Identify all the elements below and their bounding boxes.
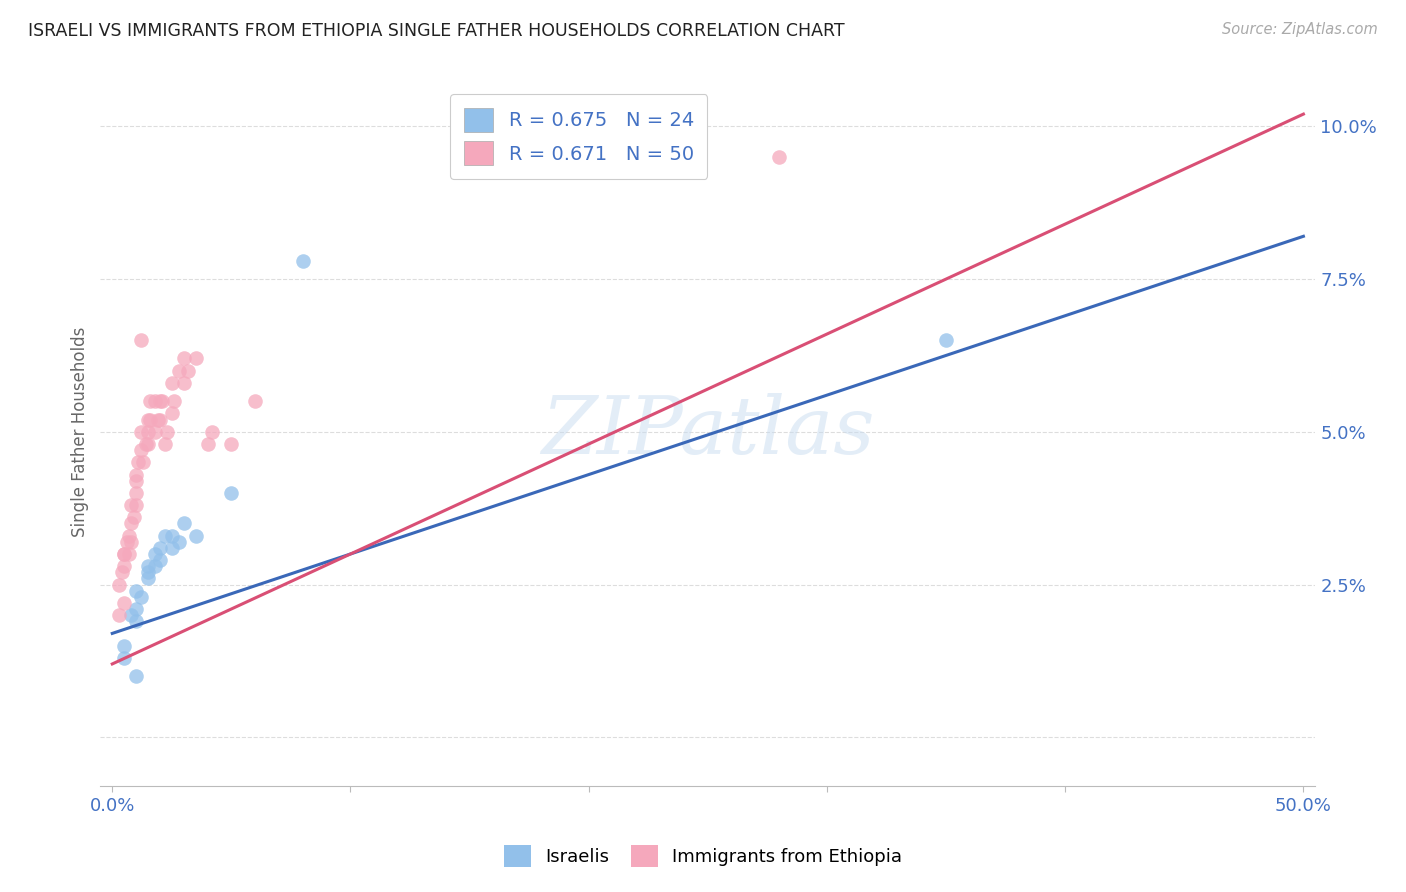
Point — [139, 394, 162, 409]
Point — [143, 547, 166, 561]
Point — [136, 571, 159, 585]
Point — [149, 412, 172, 426]
Point — [163, 394, 186, 409]
Point — [136, 437, 159, 451]
Point — [112, 650, 135, 665]
Text: ZIPatlas: ZIPatlas — [541, 393, 875, 471]
Point — [173, 351, 195, 366]
Point — [935, 333, 957, 347]
Point — [125, 583, 148, 598]
Point — [160, 529, 183, 543]
Point — [221, 437, 243, 451]
Point — [129, 590, 152, 604]
Point — [125, 614, 148, 628]
Point — [118, 529, 141, 543]
Legend: R = 0.675   N = 24, R = 0.671   N = 50: R = 0.675 N = 24, R = 0.671 N = 50 — [450, 95, 707, 178]
Point — [129, 333, 152, 347]
Point — [184, 351, 207, 366]
Point — [112, 547, 135, 561]
Point — [160, 541, 183, 555]
Text: ISRAELI VS IMMIGRANTS FROM ETHIOPIA SINGLE FATHER HOUSEHOLDS CORRELATION CHART: ISRAELI VS IMMIGRANTS FROM ETHIOPIA SING… — [28, 22, 845, 40]
Text: Source: ZipAtlas.com: Source: ZipAtlas.com — [1222, 22, 1378, 37]
Point — [173, 516, 195, 531]
Point — [149, 553, 172, 567]
Point — [197, 437, 219, 451]
Point — [149, 394, 172, 409]
Point — [153, 529, 176, 543]
Point — [184, 529, 207, 543]
Point — [129, 425, 152, 439]
Point — [125, 669, 148, 683]
Point — [221, 486, 243, 500]
Point — [143, 559, 166, 574]
Point — [143, 394, 166, 409]
Point — [112, 596, 135, 610]
Point — [201, 425, 224, 439]
Point — [245, 394, 267, 409]
Point — [120, 608, 142, 623]
Point — [112, 547, 135, 561]
Point — [153, 437, 176, 451]
Point — [160, 407, 183, 421]
Point — [768, 150, 790, 164]
Point — [112, 559, 135, 574]
Point — [135, 437, 157, 451]
Point — [129, 443, 152, 458]
Point — [112, 639, 135, 653]
Point — [143, 425, 166, 439]
Point — [136, 566, 159, 580]
Point — [136, 425, 159, 439]
Point — [120, 498, 142, 512]
Point — [125, 602, 148, 616]
Point — [108, 608, 131, 623]
Point — [125, 498, 148, 512]
Point — [139, 412, 162, 426]
Point — [173, 376, 195, 390]
Point — [146, 412, 169, 426]
Point — [115, 534, 138, 549]
Point — [160, 376, 183, 390]
Point — [120, 516, 142, 531]
Point — [125, 486, 148, 500]
Point — [136, 412, 159, 426]
Point — [120, 534, 142, 549]
Point — [122, 510, 145, 524]
Point — [149, 541, 172, 555]
Point — [125, 474, 148, 488]
Point — [150, 394, 173, 409]
Point — [111, 566, 134, 580]
Point — [291, 253, 314, 268]
Point — [118, 547, 141, 561]
Y-axis label: Single Father Households: Single Father Households — [72, 326, 89, 537]
Point — [132, 455, 155, 469]
Point — [136, 559, 159, 574]
Point — [108, 577, 131, 591]
Point — [167, 534, 190, 549]
Point — [127, 455, 149, 469]
Legend: Israelis, Immigrants from Ethiopia: Israelis, Immigrants from Ethiopia — [496, 838, 910, 874]
Point — [177, 364, 200, 378]
Point — [167, 364, 190, 378]
Point — [156, 425, 179, 439]
Point — [125, 467, 148, 482]
